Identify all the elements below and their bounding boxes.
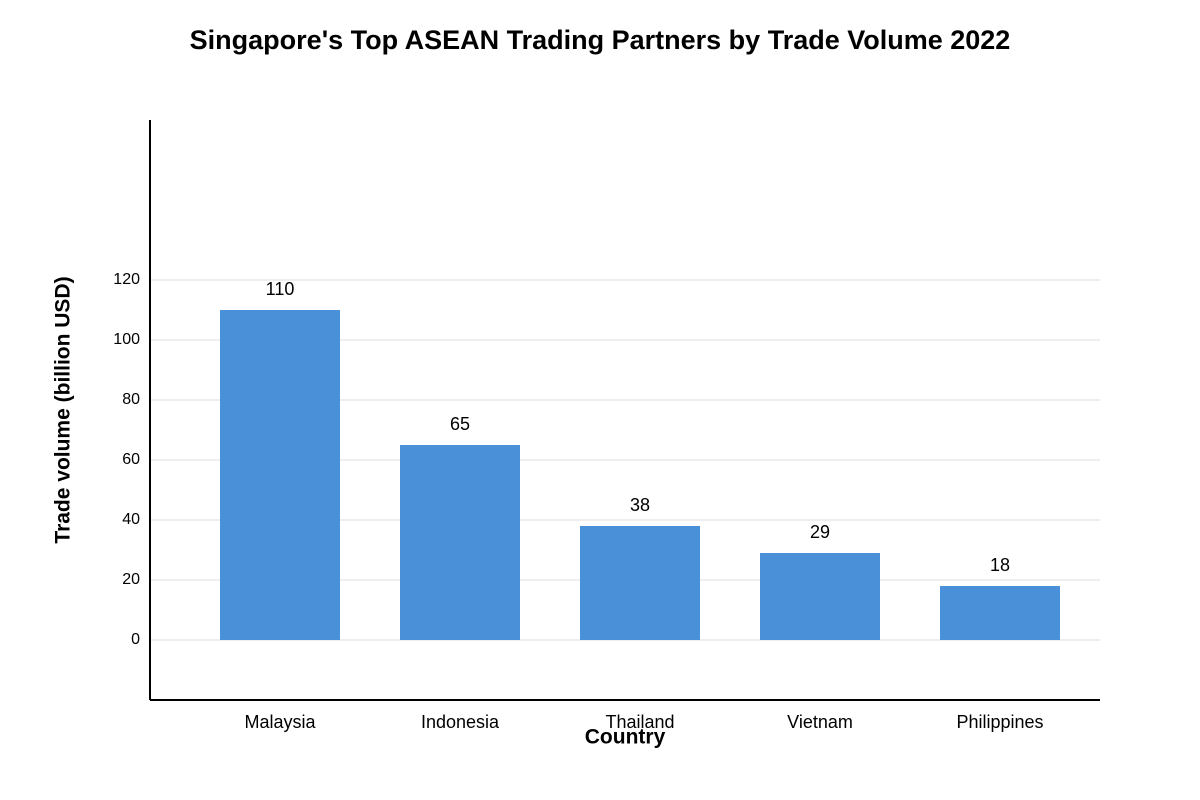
data-label: 29 — [810, 522, 830, 542]
x-tick-label: Thailand — [605, 712, 674, 732]
data-label: 18 — [990, 555, 1010, 575]
x-axis-title: Country — [585, 726, 666, 749]
x-tick-label: Malaysia — [244, 712, 316, 732]
chart-title: Singapore's Top ASEAN Trading Partners b… — [190, 25, 1011, 55]
y-tick-label: 0 — [131, 631, 140, 648]
y-tick-label: 100 — [113, 331, 140, 348]
x-tick-label: Indonesia — [421, 712, 500, 732]
x-tick-label: Vietnam — [787, 712, 853, 732]
plot-area: 0 20 40 60 80 100 120 Malaysia 110 Indonesia 65 Tha… — [113, 271, 1100, 732]
bar — [940, 586, 1060, 640]
x-tick-label: Philippines — [956, 712, 1043, 732]
data-label: 38 — [630, 495, 650, 515]
y-tick-label: 80 — [122, 391, 140, 408]
y-tick-label: 120 — [113, 271, 140, 288]
y-tick-label: 40 — [122, 511, 140, 528]
y-tick-label: 60 — [122, 451, 140, 468]
y-tick-label: 20 — [122, 571, 140, 588]
data-label: 65 — [450, 414, 470, 434]
bar — [400, 445, 520, 640]
bar — [580, 526, 700, 640]
data-label: 110 — [266, 279, 295, 299]
bar — [760, 553, 880, 640]
bar — [220, 310, 340, 640]
y-axis-title: Trade volume (billion USD) — [52, 276, 75, 543]
